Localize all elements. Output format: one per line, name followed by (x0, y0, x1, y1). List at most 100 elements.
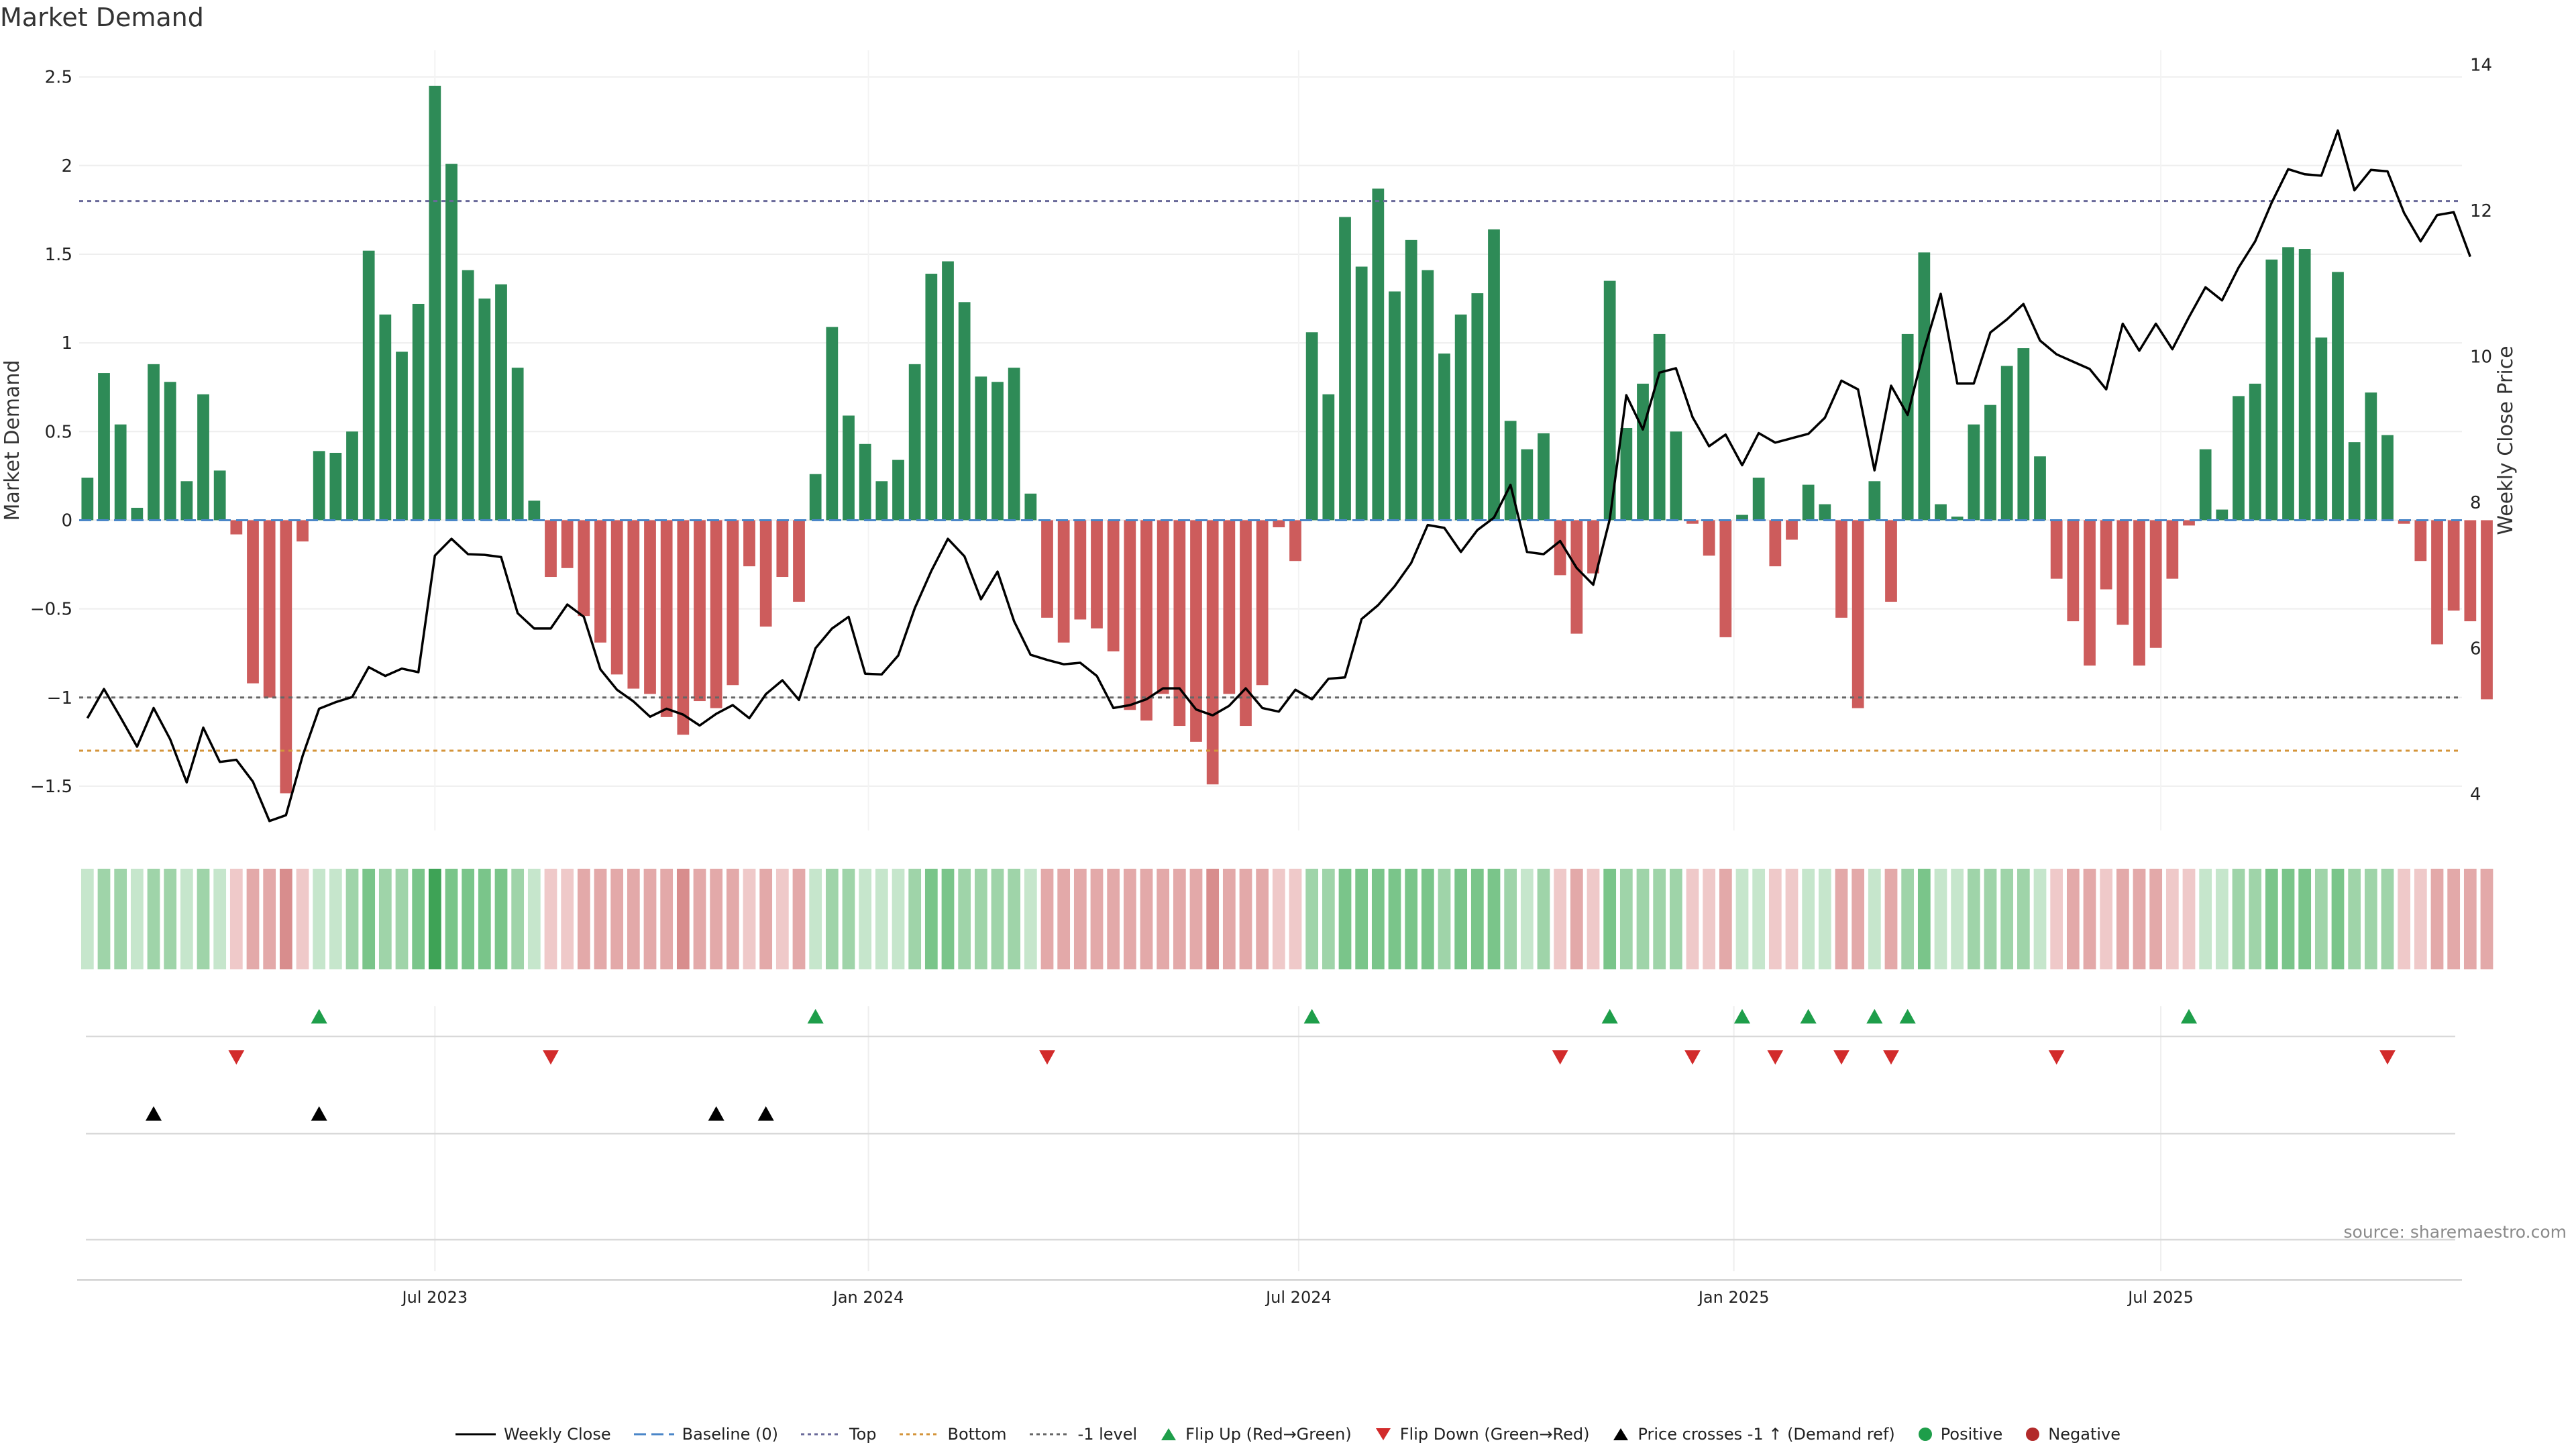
demand-bar (2166, 520, 2179, 579)
demand-bar (859, 443, 871, 521)
demand-bar (230, 520, 243, 535)
heat-cell (627, 869, 640, 969)
heat-cell (726, 869, 739, 969)
demand-bar (727, 520, 739, 686)
heat-cell (1504, 869, 1517, 969)
demand-bar (1024, 493, 1037, 521)
heat-cell (97, 869, 111, 969)
flip-down-marker (2379, 1050, 2396, 1065)
demand-bar (2381, 435, 2394, 521)
legend-weekly-close-label: Weekly Close (503, 1425, 611, 1444)
y-tick-label: 2 (61, 156, 72, 176)
heat-cell (1421, 869, 1434, 969)
heat-cell (1438, 869, 1451, 969)
legend-bottom-swatch (899, 1433, 940, 1436)
demand-bar (1935, 504, 1947, 521)
demand-bar (1819, 504, 1831, 521)
event-markers (86, 1009, 2455, 1241)
heat-cell (2066, 869, 2080, 969)
flip-up-marker (1601, 1009, 1618, 1024)
y-axis-left: −1.5 −1 −0.5 0 0.5 1 1.5 2 2.5 Market Demand (1, 68, 72, 797)
heat-cell (2298, 869, 2312, 969)
legend-baseline-swatch (633, 1433, 674, 1436)
demand-heat-strip (80, 869, 2493, 969)
demand-bar (991, 382, 1004, 521)
heat-cell (1470, 869, 1484, 969)
demand-bar (2216, 509, 2229, 521)
legend-bottom-label: Bottom (947, 1425, 1007, 1444)
heat-cell (1719, 869, 1732, 969)
heat-cell (660, 869, 674, 969)
demand-bar (2017, 348, 2030, 521)
heat-cell (743, 869, 756, 969)
demand-bar (1471, 293, 1484, 521)
heat-cell (2000, 869, 2014, 969)
demand-bar (1438, 353, 1450, 521)
heat-cell (1752, 869, 1766, 969)
demand-bar (396, 352, 408, 521)
demand-bar (1289, 520, 1301, 561)
flip-up-marker (1899, 1009, 1916, 1024)
demand-bar (1355, 266, 1368, 521)
heat-cell (842, 869, 855, 969)
demand-bar (1240, 520, 1252, 727)
y2-tick-label: 6 (2470, 639, 2481, 659)
y2-tick-label: 14 (2470, 56, 2492, 76)
demand-bar (892, 460, 904, 521)
demand-bar (2298, 249, 2311, 521)
demand-bar (148, 364, 160, 521)
heat-cell (527, 869, 541, 969)
demand-bar (114, 424, 127, 521)
demand-bar (2084, 520, 2096, 666)
heat-cell (1619, 869, 1633, 969)
legend-flip-down: Flip Down (Green→Red) (1375, 1425, 1589, 1444)
heat-cell (2182, 869, 2196, 969)
demand-bar (528, 500, 541, 521)
heat-cell (1073, 869, 1087, 969)
demand-bar (1885, 520, 1897, 602)
legend-positive: Positive (1918, 1425, 2002, 1444)
demand-bar (1091, 520, 1103, 629)
heat-cell (924, 869, 938, 969)
heat-cell (825, 869, 839, 969)
price-cross-marker (708, 1106, 724, 1121)
heat-cell (1405, 869, 1418, 969)
demand-bar (2199, 449, 2212, 521)
chart-title: Market Demand (0, 3, 204, 32)
heat-cell (2232, 869, 2245, 969)
demand-bar (677, 520, 690, 735)
demand-bar (776, 520, 789, 578)
heat-cell (1008, 869, 1021, 969)
legend-flip-up: Flip Up (Red→Green) (1160, 1425, 1352, 1444)
demand-bar (743, 520, 755, 567)
heat-cell (1636, 869, 1650, 969)
y2-tick-label: 8 (2470, 493, 2481, 513)
y2-tick-label: 4 (2470, 785, 2481, 805)
heat-cell (494, 869, 508, 969)
heat-cell (2480, 869, 2493, 969)
heat-cell (1603, 869, 1617, 969)
heat-cell (1040, 869, 1054, 969)
y-tick-label: 1 (61, 333, 72, 354)
y-tick-label: 0.5 (45, 422, 72, 442)
demand-bar (1736, 515, 1748, 521)
demand-bar (313, 451, 325, 521)
heat-cell (2083, 869, 2096, 969)
heat-cell (296, 869, 309, 969)
x-tick-label: Jul 2023 (400, 1288, 468, 1307)
heat-cell (2348, 869, 2361, 969)
demand-bar (1620, 427, 1633, 521)
demand-bar (1454, 314, 1467, 521)
heat-cell (1818, 869, 1831, 969)
heat-cell (875, 869, 888, 969)
legend-minus-one-swatch (1029, 1433, 1070, 1436)
heat-cell (610, 869, 624, 969)
demand-bar (875, 481, 888, 521)
reference-lines (79, 200, 2462, 752)
demand-bar (710, 520, 722, 708)
heat-cell (1703, 869, 1716, 969)
flip-up-marker (1866, 1009, 1883, 1024)
heat-cell (1735, 869, 1749, 969)
demand-bar (2067, 520, 2080, 622)
demand-bar (2332, 272, 2344, 521)
